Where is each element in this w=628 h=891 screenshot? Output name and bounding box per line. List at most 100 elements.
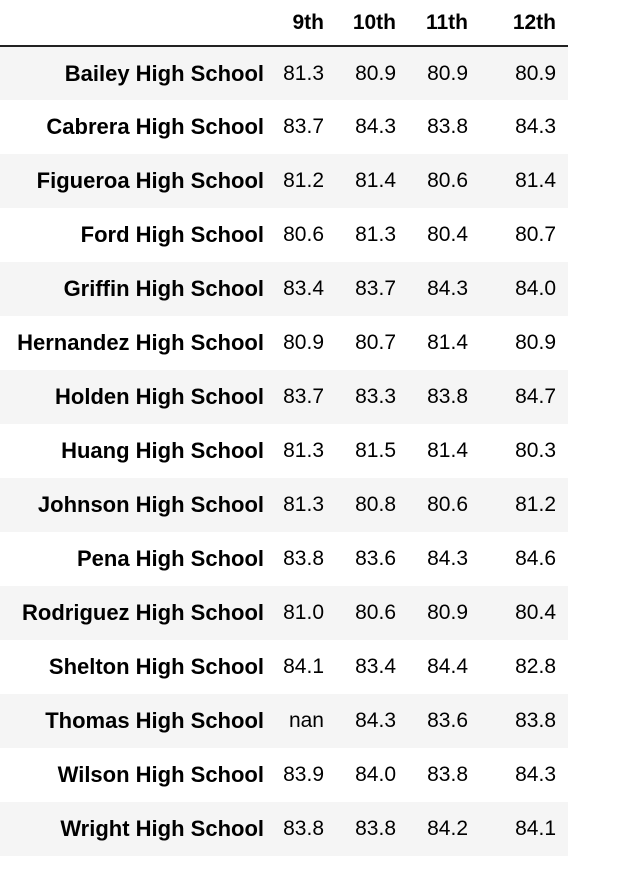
column-header-9th: 9th (276, 0, 336, 47)
cell-12th: 84.3 (515, 115, 556, 138)
cell-12th: 80.9 (515, 61, 556, 85)
row-index-school-name: Bailey High School (64, 60, 264, 86)
cell-9th: 83.8 (283, 817, 324, 840)
row-index-school-name: Hernandez High School (17, 330, 264, 355)
cell-11th: 83.8 (427, 115, 468, 138)
cell-10th: 80.7 (355, 331, 396, 354)
table-row: Bailey High School 81.3 80.9 80.9 80.9 (0, 46, 568, 100)
cell-11th: 84.3 (427, 547, 468, 570)
cell-9th: 80.6 (283, 223, 324, 246)
cell-10th: 81.4 (355, 169, 396, 192)
table-row: Wright High School 83.8 83.8 84.2 84.1 (0, 802, 568, 856)
row-index-school-name: Rodriguez High School (22, 600, 264, 625)
cell-9th: 83.8 (283, 547, 324, 570)
cell-12th: 80.9 (515, 331, 556, 354)
row-index-school-name: Wilson High School (57, 762, 264, 787)
cell-12th: 84.6 (515, 547, 556, 570)
row-index-school-name: Huang High School (61, 438, 264, 463)
dataframe-output: 9th 10th 11th 12th Bailey High School 81.… (0, 0, 568, 856)
cell-11th: 81.4 (427, 331, 468, 354)
cell-10th: 84.3 (355, 115, 396, 138)
table-row: Wilson High School 83.9 84.0 83.8 84.3 (0, 748, 568, 802)
table-row: Rodriguez High School 81.0 80.6 80.9 80.4 (0, 586, 568, 640)
table-row: Shelton High School 84.1 83.4 84.4 82.8 (0, 640, 568, 694)
cell-10th: 83.8 (355, 817, 396, 840)
cell-11th: 83.8 (427, 385, 468, 408)
cell-12th: 84.3 (515, 763, 556, 786)
cell-9th: nan (288, 709, 324, 732)
cell-11th: 80.6 (427, 493, 468, 516)
row-index-school-name: Johnson High School (37, 492, 264, 517)
cell-12th: 83.8 (515, 709, 556, 732)
column-header-11th: 11th (408, 0, 480, 47)
table-row: Figueroa High School 81.2 81.4 80.6 81.4 (0, 154, 568, 208)
table-row: Griffin High School 83.4 83.7 84.3 84.0 (0, 262, 568, 316)
row-index-school-name: Ford High School (80, 222, 264, 247)
cell-9th: 83.7 (283, 115, 324, 138)
cell-11th: 84.4 (427, 655, 468, 678)
cell-9th: 81.3 (283, 493, 324, 516)
cell-12th: 84.7 (515, 385, 556, 408)
cell-10th: 81.5 (355, 439, 396, 462)
cell-9th: 83.4 (283, 277, 324, 300)
cell-12th: 81.2 (515, 493, 556, 516)
table-row: Huang High School 81.3 81.5 81.4 80.3 (0, 424, 568, 478)
cell-12th: 80.3 (515, 439, 556, 462)
table-row: Pena High School 83.8 83.6 84.3 84.6 (0, 532, 568, 586)
row-index-school-name: Griffin High School (63, 276, 264, 301)
row-index-school-name: Cabrera High School (46, 114, 264, 139)
row-index-school-name: Figueroa High School (36, 168, 264, 193)
cell-12th: 81.4 (515, 169, 556, 192)
cell-10th: 84.0 (355, 763, 396, 786)
cell-10th: 83.4 (355, 655, 396, 678)
cell-9th: 81.0 (283, 601, 324, 624)
row-index-school-name: Shelton High School (48, 654, 264, 679)
row-index-school-name: Wright High School (60, 816, 264, 841)
table-row: Johnson High School 81.3 80.8 80.6 81.2 (0, 478, 568, 532)
cell-12th: 84.0 (515, 277, 556, 300)
cell-11th: 84.3 (427, 277, 468, 300)
cell-12th: 80.4 (515, 601, 556, 624)
cell-9th: 83.7 (283, 385, 324, 408)
cell-12th: 82.8 (515, 655, 556, 678)
index-header-cell (0, 0, 276, 47)
cell-11th: 81.4 (427, 439, 468, 462)
cell-11th: 80.9 (427, 61, 468, 85)
cell-9th: 83.9 (283, 763, 324, 786)
cell-10th: 83.6 (355, 547, 396, 570)
table-row: Holden High School 83.7 83.3 83.8 84.7 (0, 370, 568, 424)
cell-9th: 80.9 (283, 331, 324, 354)
table-body: Bailey High School 81.3 80.9 80.9 80.9 Cabrer… (0, 46, 568, 856)
table-header: 9th 10th 11th 12th (0, 0, 568, 47)
row-index-school-name: Pena High School (76, 546, 264, 571)
cell-9th: 81.3 (283, 439, 324, 462)
grade-scores-table: 9th 10th 11th 12th Bailey High School 81.… (0, 0, 568, 856)
cell-12th: 80.7 (515, 223, 556, 246)
cell-10th: 80.8 (355, 493, 396, 516)
table-row: Ford High School 80.6 81.3 80.4 80.7 (0, 208, 568, 262)
cell-9th: 81.2 (283, 169, 324, 192)
cell-9th: 81.3 (283, 61, 324, 85)
cell-11th: 84.2 (427, 817, 468, 840)
cell-10th: 83.7 (355, 277, 396, 300)
cell-10th: 81.3 (355, 223, 396, 246)
header-row: 9th 10th 11th 12th (0, 0, 568, 47)
cell-11th: 83.8 (427, 763, 468, 786)
cell-11th: 83.6 (427, 709, 468, 732)
cell-11th: 80.6 (427, 169, 468, 192)
cell-10th: 83.3 (355, 385, 396, 408)
table-row: Hernandez High School 80.9 80.7 81.4 80.9 (0, 316, 568, 370)
cell-10th: 84.3 (355, 709, 396, 732)
cell-9th: 84.1 (283, 655, 324, 678)
row-index-school-name: Holden High School (55, 384, 264, 409)
cell-10th: 80.6 (355, 601, 396, 624)
column-header-10th: 10th (336, 0, 408, 47)
column-header-12th: 12th (480, 0, 568, 47)
cell-11th: 80.9 (427, 601, 468, 624)
table-row: Cabrera High School 83.7 84.3 83.8 84.3 (0, 100, 568, 154)
cell-12th: 84.1 (515, 817, 556, 840)
cell-11th: 80.4 (427, 223, 468, 246)
cell-10th: 80.9 (355, 61, 396, 85)
row-index-school-name: Thomas High School (45, 708, 264, 733)
table-row: Thomas High School nan 84.3 83.6 83.8 (0, 694, 568, 748)
